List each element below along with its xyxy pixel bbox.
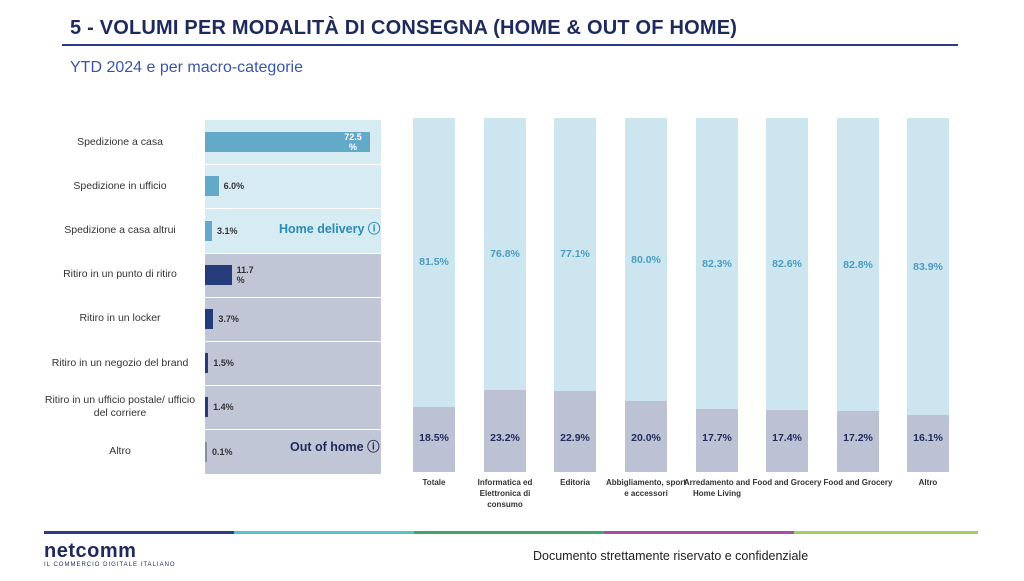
confidential-notice: Documento strettamente riservato e confi…: [533, 549, 809, 563]
footer-strip-teal: [234, 531, 414, 534]
bar: [205, 441, 207, 462]
home-segment: [837, 118, 879, 412]
out-of-home-value-label: 17.4%: [772, 432, 802, 444]
out-of-home-label: Out of home ⓘ: [290, 440, 380, 454]
bar-value-label: 1.5%: [213, 358, 234, 369]
row-label: Ritiro in un locker: [79, 312, 161, 325]
row-separator: [205, 385, 381, 387]
out-of-home-value-label: 18.5%: [419, 432, 449, 444]
row-label: Ritiro in un ufficio postale/ ufficio de…: [44, 394, 196, 420]
row-separator: [205, 341, 381, 342]
bar: [205, 264, 232, 285]
page-subtitle: YTD 2024 e per macro-categorie: [70, 59, 303, 76]
home-segment: [766, 118, 808, 411]
out-of-home-zone: [205, 252, 381, 474]
home-value-label: 83.9%: [913, 260, 943, 273]
bar: [205, 353, 209, 374]
bar-value-label: 3.7%: [218, 313, 239, 324]
row-label: Spedizione in ufficio: [73, 179, 167, 192]
out-of-home-segment: [413, 406, 455, 472]
title-divider: [62, 44, 958, 46]
home-segment: [413, 118, 455, 407]
stacked-column: 81.5% 18.5%: [413, 118, 455, 472]
row-label: Altro: [109, 445, 131, 457]
bar: [205, 308, 214, 329]
home-segment: [554, 118, 596, 391]
category-label: Totale: [422, 478, 446, 487]
out-of-home-segment: [625, 401, 667, 472]
stacked-column: 82.6% 17.4%: [766, 118, 808, 472]
stacked-column: 80.0% 20.0%: [625, 118, 667, 472]
bar: [205, 176, 219, 197]
footer-strip-purple: [604, 531, 794, 534]
stacked-column: 77.1% 22.9%: [554, 118, 596, 472]
bar: [205, 132, 370, 153]
bar: [205, 220, 213, 241]
bar-value-label: 6.0%: [223, 181, 245, 192]
home-segment: [907, 118, 949, 415]
category-label: Arredamento and Home Living: [683, 478, 751, 498]
netcomm-logo-tagline: IL COMMERCIO DIGITALE ITALIANO: [44, 562, 176, 568]
row-separator: [205, 208, 381, 210]
row-separator: [205, 164, 381, 166]
out-of-home-segment: [766, 410, 808, 472]
bar-value-label: 0.1%: [212, 446, 233, 457]
bar-value-label: 3.1%: [217, 225, 238, 236]
row-label: Spedizione a casa altrui: [64, 224, 176, 236]
out-of-home-segment: [696, 409, 738, 472]
row-separator: [205, 429, 381, 431]
home-value-label: 82.6%: [772, 258, 802, 271]
home-value-label: 82.8%: [843, 258, 873, 271]
row-label: Spedizione a casa: [77, 135, 163, 148]
bar: [205, 397, 209, 418]
row-separator: [205, 296, 381, 298]
page-title: 5 - VOLUMI PER MODALITÀ DI CONSEGNA (HOM…: [70, 17, 738, 39]
row-separator: [205, 252, 381, 254]
home-value-label: 80.0%: [631, 253, 661, 266]
home-segment: [625, 118, 667, 402]
home-segment: [696, 118, 738, 410]
home-segment: [484, 118, 526, 390]
stacked-column: 83.9% 16.1%: [907, 118, 949, 472]
out-of-home-segment: [837, 411, 879, 472]
category-label: Food and Grocery: [823, 478, 893, 487]
home-delivery-label: Home delivery ⓘ: [279, 221, 381, 236]
out-of-home-value-label: 17.2%: [843, 432, 873, 444]
category-label: Editoria: [560, 478, 590, 487]
footer-strip-blue: [44, 531, 234, 534]
bar-value-label: 1.4%: [213, 402, 234, 413]
category-label: Informatica ed Elettronica di consumo: [477, 478, 533, 509]
netcomm-logo: netcomm: [44, 540, 137, 562]
row-label: Ritiro in un negozio del brand: [51, 356, 189, 369]
stacked-column: 82.3% 17.7%: [696, 118, 738, 472]
home-value-label: 82.3%: [702, 257, 732, 270]
out-of-home-value-label: 22.9%: [560, 432, 590, 444]
footer-strip-lime: [794, 531, 978, 534]
category-label: Altro: [918, 478, 938, 487]
out-of-home-value-label: 16.1%: [913, 432, 943, 444]
bar-value-label: 11.7 %: [236, 264, 254, 285]
row-label: Ritiro in un punto di ritiro: [63, 268, 177, 281]
category-label: Food and Grocery: [752, 478, 822, 487]
out-of-home-value-label: 20.0%: [631, 432, 661, 444]
out-of-home-segment: [907, 415, 949, 472]
home-value-label: 76.8%: [490, 247, 520, 260]
out-of-home-segment: [554, 390, 596, 472]
category-label: Abbigliamento, sport e accessori: [606, 478, 686, 498]
out-of-home-segment: [484, 389, 526, 472]
out-of-home-value-label: 17.7%: [702, 432, 732, 444]
bar-value-label: 72.5 %: [344, 132, 362, 153]
out-of-home-value-label: 23.2%: [490, 432, 520, 444]
home-value-label: 77.1%: [560, 248, 590, 261]
stacked-column: 76.8% 23.2%: [484, 118, 526, 472]
footer-strip-green: [414, 531, 604, 534]
home-value-label: 81.5%: [419, 256, 449, 269]
stacked-column: 82.8% 17.2%: [837, 118, 879, 472]
